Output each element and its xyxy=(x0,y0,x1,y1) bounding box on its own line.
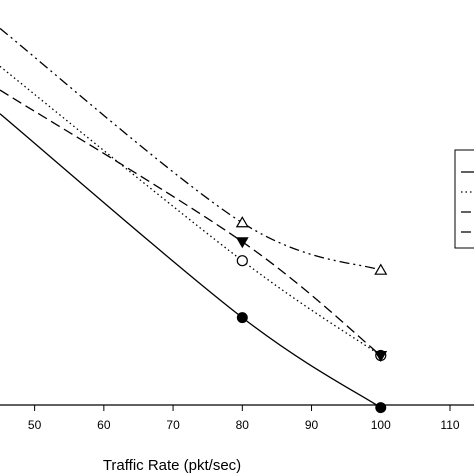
series-2-point xyxy=(236,255,248,267)
x-tick-label: 90 xyxy=(305,418,319,432)
series-3-point xyxy=(374,351,388,362)
series-line-4 xyxy=(0,27,381,271)
series-4-point xyxy=(235,216,249,228)
x-tick-label: 100 xyxy=(371,418,391,432)
legend xyxy=(454,149,474,249)
legend-box xyxy=(454,149,474,249)
series-4-point xyxy=(374,263,388,275)
series-line-1 xyxy=(0,113,382,409)
series-1-point xyxy=(236,312,248,324)
plot-lines xyxy=(0,27,382,409)
series-3-point xyxy=(235,237,249,249)
x-tick-label: 50 xyxy=(28,418,42,432)
x-tick-label: 70 xyxy=(166,418,180,432)
x-tick-label: 110 xyxy=(440,418,459,432)
x-tick-label: 60 xyxy=(97,418,111,432)
series-line-2 xyxy=(0,65,382,357)
plot-markers xyxy=(235,216,388,414)
x-axis-title: Traffic Rate (pkt/sec) xyxy=(103,457,241,474)
x-tick-label: 80 xyxy=(236,418,250,432)
series-line-3 xyxy=(0,89,382,357)
x-ticks: 50 60 70 80 90 100 110 xyxy=(28,405,460,432)
